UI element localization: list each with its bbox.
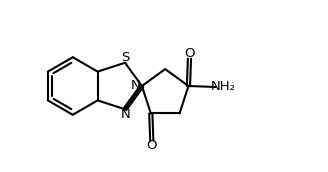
Text: NH₂: NH₂ bbox=[211, 80, 236, 93]
Text: O: O bbox=[184, 47, 195, 60]
Text: S: S bbox=[121, 51, 129, 64]
Text: N: N bbox=[121, 108, 131, 121]
Text: N: N bbox=[131, 79, 140, 92]
Text: O: O bbox=[147, 139, 157, 152]
